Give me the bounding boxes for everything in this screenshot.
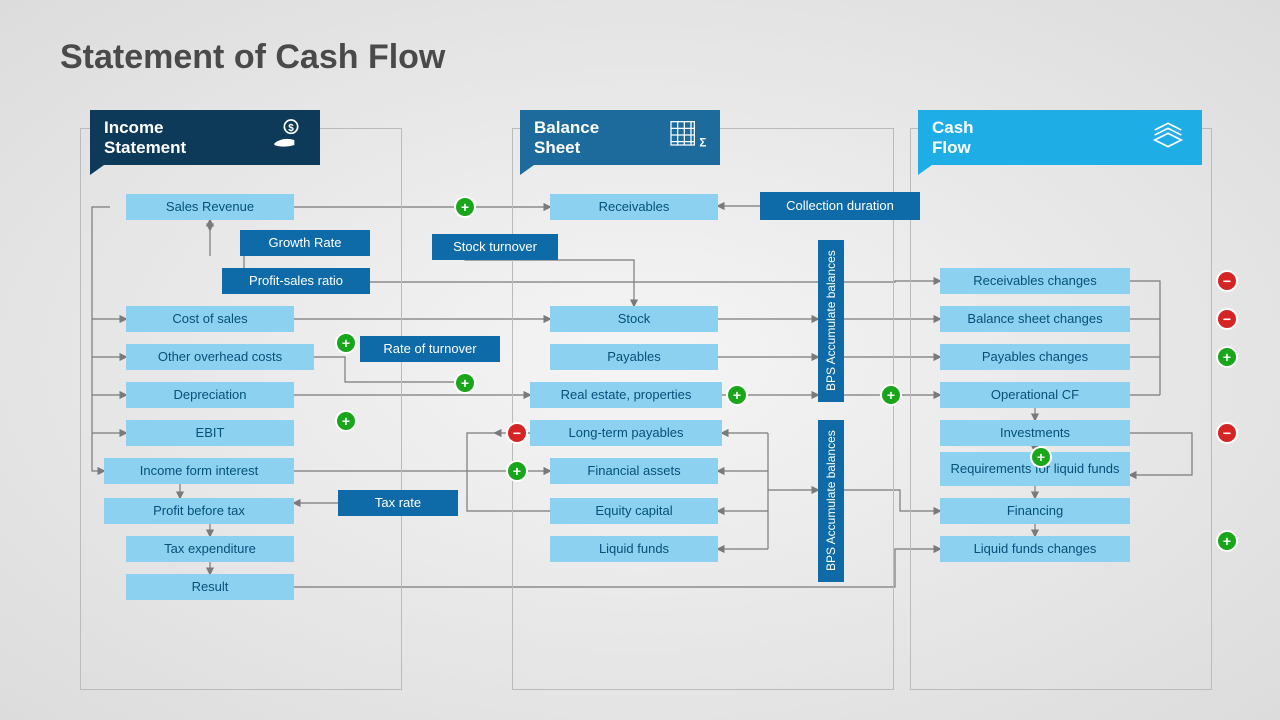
section-header: Balance Sheet Σ: [520, 110, 720, 165]
node-sales_revenue: Sales Revenue: [126, 194, 294, 220]
node-tax_rate: Tax rate: [338, 490, 458, 516]
minus-badge: −: [1216, 308, 1238, 330]
node-long_term_payables: Long-term payables: [530, 420, 722, 446]
node-cost_of_sales: Cost of sales: [126, 306, 294, 332]
node-financing: Financing: [940, 498, 1130, 524]
node-income_interest: Income form interest: [104, 458, 294, 484]
plus-badge: +: [1216, 346, 1238, 368]
panel: [910, 128, 1212, 690]
section-header: Cash Flow: [918, 110, 1202, 165]
node-financial_assets: Financial assets: [550, 458, 718, 484]
node-tax_expenditure: Tax expenditure: [126, 536, 294, 562]
stack-icon: [1148, 115, 1188, 160]
node-ebit: EBIT: [126, 420, 294, 446]
svg-text:Σ: Σ: [699, 137, 706, 150]
node-liquid_funds_chg: Liquid funds changes: [940, 536, 1130, 562]
minus-badge: −: [506, 422, 528, 444]
svg-text:$: $: [288, 123, 294, 134]
vertical-label: BPS Accumulate balances: [818, 420, 844, 582]
money-icon: $: [266, 115, 306, 160]
node-profit_before_tax: Profit before tax: [104, 498, 294, 524]
node-stock_turnover: Stock turnover: [432, 234, 558, 260]
node-overhead: Other overhead costs: [126, 344, 314, 370]
node-payables_chg: Payables changes: [940, 344, 1130, 370]
node-investments: Investments: [940, 420, 1130, 446]
plus-badge: +: [1030, 446, 1052, 468]
node-equity_capital: Equity capital: [550, 498, 718, 524]
node-growth_rate: Growth Rate: [240, 230, 370, 256]
node-collection: Collection duration: [760, 192, 920, 220]
node-profit_sales_ratio: Profit-sales ratio: [222, 268, 370, 294]
node-payables: Payables: [550, 344, 718, 370]
node-depreciation: Depreciation: [126, 382, 294, 408]
node-stock: Stock: [550, 306, 718, 332]
minus-badge: −: [1216, 422, 1238, 444]
node-rate_of_turnover: Rate of turnover: [360, 336, 500, 362]
node-liquid_funds: Liquid funds: [550, 536, 718, 562]
node-receivables: Receivables: [550, 194, 718, 220]
plus-badge: +: [1216, 530, 1238, 552]
node-balance_chg: Balance sheet changes: [940, 306, 1130, 332]
node-result: Result: [126, 574, 294, 600]
diagram-canvas: Income Statement $ Balance Sheet Σ Cash Flow…: [0, 0, 1280, 720]
header-label: Income Statement: [104, 118, 186, 157]
vertical-label: BPS Accumulate balances: [818, 240, 844, 402]
header-label: Cash Flow: [932, 118, 974, 157]
section-header: Income Statement $: [90, 110, 320, 165]
plus-badge: +: [335, 410, 357, 432]
plus-badge: +: [454, 372, 476, 394]
header-label: Balance Sheet: [534, 118, 599, 157]
plus-badge: +: [335, 332, 357, 354]
table-icon: Σ: [666, 115, 706, 160]
plus-badge: +: [506, 460, 528, 482]
node-receivables_chg: Receivables changes: [940, 268, 1130, 294]
plus-badge: +: [454, 196, 476, 218]
plus-badge: +: [880, 384, 902, 406]
node-operational_cf: Operational CF: [940, 382, 1130, 408]
minus-badge: −: [1216, 270, 1238, 292]
node-real_estate: Real estate, properties: [530, 382, 722, 408]
plus-badge: +: [726, 384, 748, 406]
